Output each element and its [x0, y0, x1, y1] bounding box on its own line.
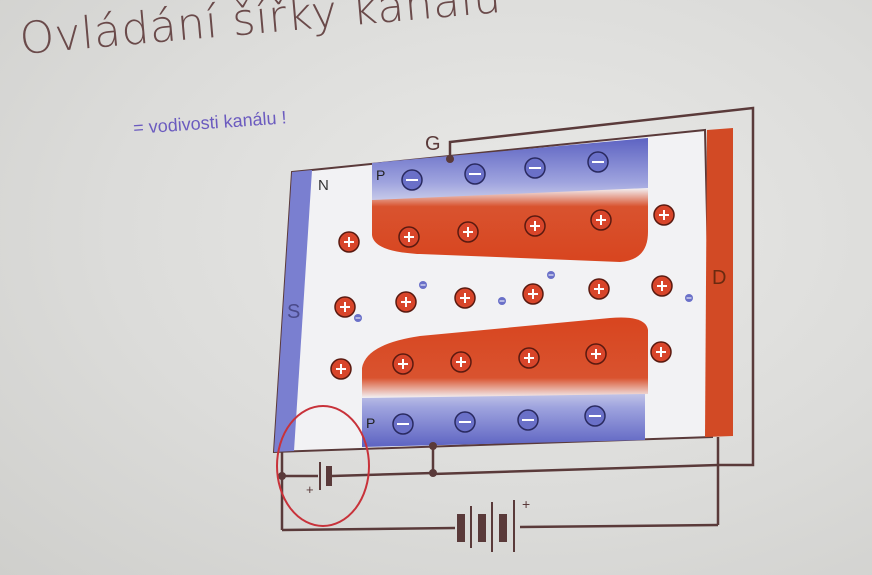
- positive-charge-icon: [524, 215, 546, 237]
- negative-charge-icon: [584, 405, 606, 427]
- electron-icon: [685, 294, 693, 302]
- positive-charge-icon: [457, 221, 479, 243]
- positive-charge-icon: [590, 209, 612, 231]
- p-top-label: P: [376, 167, 385, 183]
- positive-charge-icon: [653, 204, 675, 226]
- gate-wire: [448, 106, 755, 467]
- highlight-circle: [276, 405, 370, 527]
- positive-charge-icon: [588, 278, 610, 300]
- positive-charge-icon: [334, 296, 356, 318]
- positive-charge-icon: [338, 231, 360, 253]
- depletion-region-bottom: [362, 317, 648, 398]
- electron-icon: [498, 297, 506, 305]
- drain-return-wire: [432, 463, 719, 476]
- negative-charge-icon: [401, 169, 423, 191]
- positive-charge-icon: [330, 358, 352, 380]
- source-node: [278, 472, 286, 480]
- negative-charge-icon: [454, 411, 476, 433]
- gate-battery-symbol: [319, 462, 332, 490]
- bottom-wire-right: [519, 523, 719, 529]
- positive-charge-icon: [398, 226, 420, 248]
- free-electrons: [354, 271, 693, 322]
- positive-charge-icon: [650, 341, 672, 363]
- p-bottom-label: P: [366, 415, 375, 431]
- positive-charge-icon: [392, 353, 414, 375]
- bottom-gate-node: [429, 442, 437, 450]
- n-region-label: N: [318, 177, 329, 194]
- electron-icon: [354, 314, 362, 322]
- positive-charge-icon: [450, 351, 472, 373]
- source-label: S: [287, 301, 300, 323]
- drain-battery-plus: +: [522, 496, 530, 512]
- positive-charges: [330, 204, 675, 380]
- positive-charge-icon: [522, 283, 544, 305]
- negative-charge-icon: [464, 163, 486, 185]
- negative-charges-bottom: [392, 405, 606, 435]
- positive-charge-icon: [395, 291, 417, 313]
- gate-battery-wire-right: [331, 471, 434, 478]
- depletion-region-top: [372, 188, 648, 262]
- bottom-wire-left: [281, 526, 456, 532]
- drain-terminal: [705, 128, 733, 437]
- gate-label: G: [425, 133, 441, 155]
- source-terminal: [274, 170, 312, 452]
- drain-battery-symbol: [457, 500, 515, 552]
- gate-node: [446, 155, 454, 163]
- negative-charges-top: [401, 151, 609, 191]
- positive-charge-icon: [585, 343, 607, 365]
- gate-battery-plus: +: [306, 482, 314, 497]
- electron-icon: [419, 281, 427, 289]
- negative-charge-icon: [517, 409, 539, 431]
- electron-icon: [547, 271, 555, 279]
- positive-charge-icon: [518, 347, 540, 369]
- drain-label: D: [712, 267, 726, 289]
- positive-charge-icon: [651, 275, 673, 297]
- negative-charge-icon: [392, 413, 414, 435]
- positive-charge-icon: [454, 287, 476, 309]
- negative-charge-icon: [587, 151, 609, 173]
- negative-charge-icon: [524, 157, 546, 179]
